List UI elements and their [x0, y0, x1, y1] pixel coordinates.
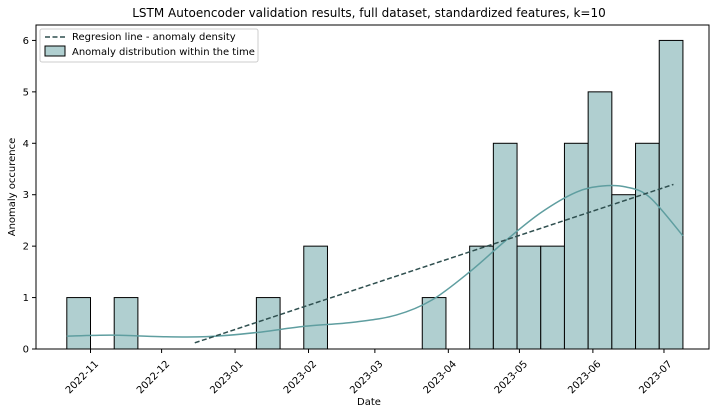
x-tick-label: 2023-06	[566, 359, 603, 396]
legend-box	[39, 28, 259, 63]
histogram-bar	[540, 245, 565, 350]
x-tick-label: 2023-01	[208, 359, 245, 396]
regression-line	[194, 183, 674, 344]
legend-regression-label: Regresion line - anomaly density	[72, 32, 236, 43]
x-tick-label: 2023-03	[348, 359, 385, 396]
y-tick-label: 0	[23, 345, 29, 356]
chart-title: LSTM Autoencoder validation results, ful…	[132, 6, 606, 20]
y-tick-label: 1	[23, 293, 29, 304]
chart-lines	[66, 183, 684, 344]
y-tick-label: 2	[23, 242, 29, 253]
x-axis-ticks: 2022-11 2022-12 2023-01 2023-02 2023-03 2023-…	[64, 349, 675, 396]
x-tick-label: 2023-02	[282, 359, 319, 396]
x-tick-label: 2022-11	[64, 359, 101, 396]
histogram-bar	[635, 142, 660, 350]
x-tick-label: 2023-05	[493, 359, 530, 396]
y-axis-ticks: 0 1 2 3 4 5 6	[23, 36, 36, 356]
histogram-bar	[611, 194, 637, 350]
histogram-bar	[66, 297, 92, 350]
plot-frame	[35, 24, 710, 350]
legend: Regresion line - anomaly density Anomaly…	[39, 28, 259, 63]
y-axis-label: Anomaly occurence	[7, 138, 18, 237]
x-tick-label: 2023-07	[637, 359, 674, 396]
histogram-bar	[516, 245, 542, 350]
y-tick-label: 4	[23, 139, 29, 150]
x-tick-label: 2022-12	[135, 359, 172, 396]
histogram-bar	[303, 245, 328, 350]
x-tick-label: 2023-04	[422, 359, 459, 396]
histogram-bar	[658, 39, 684, 350]
legend-distribution-label: Anomaly distribution within the time	[72, 47, 255, 58]
y-tick-label: 5	[23, 87, 29, 98]
density-curve	[66, 184, 684, 338]
histogram-bars	[66, 39, 684, 350]
histogram-bar	[255, 297, 281, 350]
y-tick-label: 3	[23, 190, 29, 201]
legend-distribution-swatch	[44, 45, 66, 57]
histogram-bar	[587, 91, 613, 350]
histogram-bar	[563, 142, 589, 350]
x-axis-label: Date	[357, 397, 381, 408]
histogram-bar	[113, 297, 139, 350]
histogram-bar	[492, 142, 518, 350]
y-tick-label: 6	[23, 36, 29, 47]
histogram-bar	[421, 297, 447, 350]
